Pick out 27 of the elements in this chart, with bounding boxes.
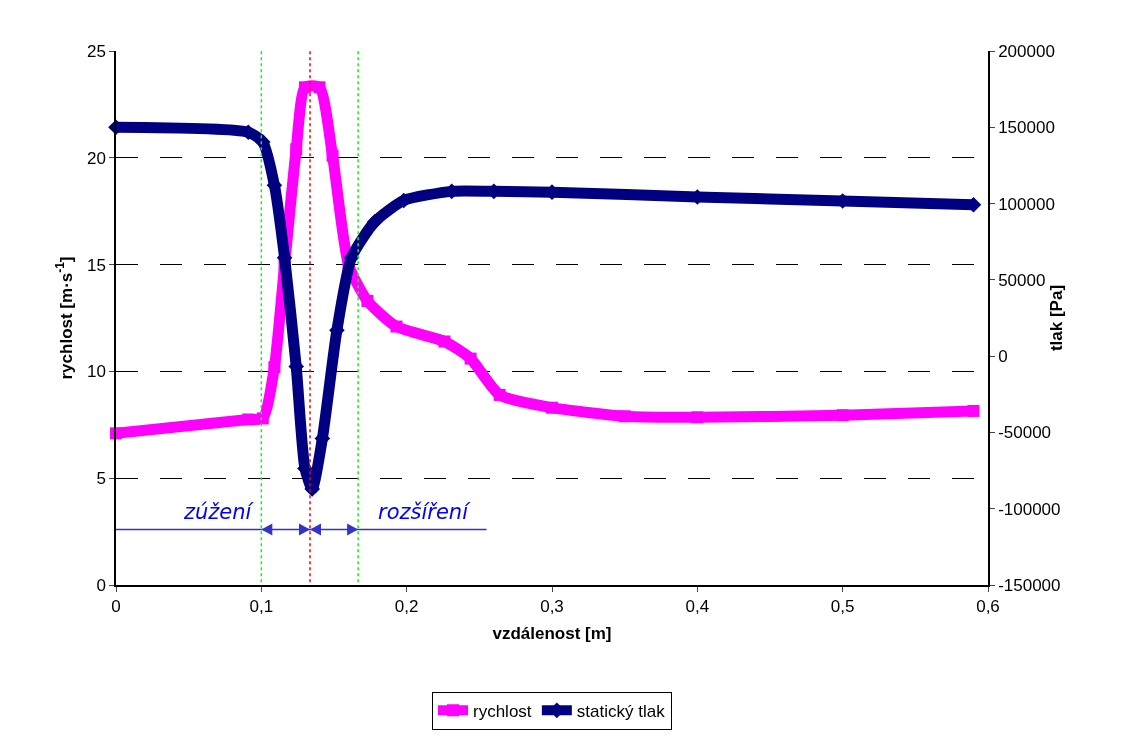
x-tick-label: 0,4: [685, 597, 710, 617]
x-tick-label: 0,3: [540, 597, 564, 617]
y2-tick-label: 100000: [998, 194, 1055, 214]
x-tick-label: 0,2: [394, 597, 419, 617]
y2-tick-label: 200000: [998, 41, 1055, 61]
y2-tick-label: 50000: [998, 270, 1046, 290]
y2-tick-label: 150000: [998, 118, 1055, 138]
y-tick-label: 10: [86, 362, 106, 382]
annotation: rozšíření: [378, 500, 472, 524]
legend-label: statický tlak: [576, 701, 666, 721]
y2-tick-label: -50000: [998, 423, 1052, 443]
annotation: zúžení: [183, 500, 255, 524]
legend-label: rychlost: [473, 701, 532, 721]
x-tick-label: 0,1: [249, 597, 274, 617]
y2-axis-title: tlak [Pa]: [1047, 284, 1067, 352]
x-tick-label: 0: [111, 597, 121, 617]
y2-tick-label: -150000: [998, 575, 1061, 595]
y2-tick-label: -100000: [998, 499, 1061, 519]
x-tick-label: 0,6: [976, 597, 1000, 617]
x-axis-title: vzdálenost [m]: [492, 624, 612, 644]
y2-tick-label: 0: [998, 347, 1008, 367]
y-tick-label: 25: [86, 41, 106, 61]
x-tick-label: 0,5: [830, 597, 855, 617]
y-tick-label: 0: [96, 575, 106, 595]
y-tick-label: 20: [86, 148, 106, 168]
y-tick-label: 15: [86, 255, 106, 275]
y-tick-label: 5: [96, 469, 106, 489]
